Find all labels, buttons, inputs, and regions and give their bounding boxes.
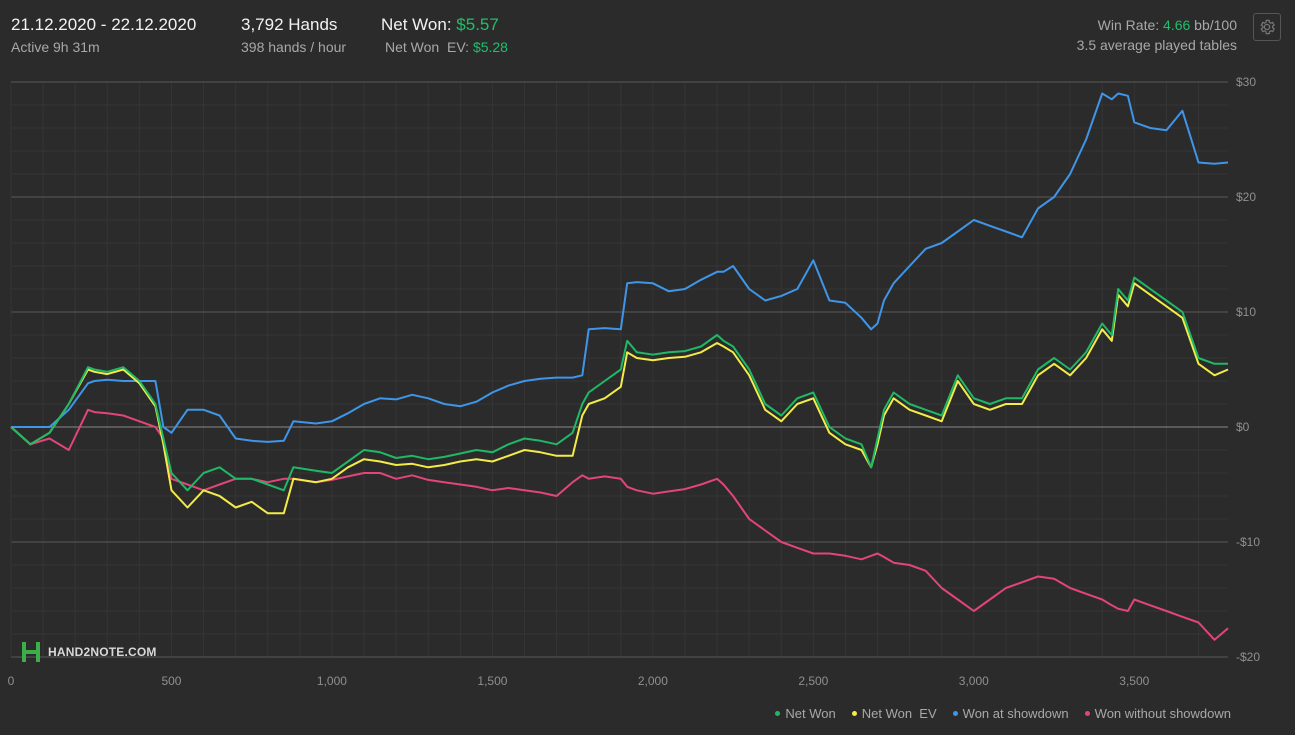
x-tick-label: 0	[8, 674, 15, 688]
legend-dot-icon	[851, 711, 857, 716]
win-rate: Win Rate: 4.66 bb/100	[1098, 17, 1237, 33]
x-tick-label: 2,500	[798, 674, 828, 688]
gear-icon	[1260, 19, 1275, 35]
legend-label: Net Won EV	[861, 706, 937, 721]
legend-label: Won without showdown	[1094, 706, 1231, 721]
grid	[10, 81, 1228, 658]
net-won: Net Won: $5.57	[381, 15, 499, 35]
x-tick-label: 500	[161, 674, 181, 688]
series-won-at-showdown	[11, 92, 1229, 443]
x-tick-label: 3,500	[1119, 674, 1149, 688]
legend-item-won-without-showdown[interactable]: Won without showdown	[1084, 706, 1231, 721]
win-rate-unit: bb/100	[1194, 17, 1237, 33]
date-range: 21.12.2020 - 22.12.2020	[11, 15, 197, 34]
watermark-logo: HAND2NOTE.COM	[20, 640, 157, 664]
legend-dot-icon	[775, 711, 781, 716]
net-won-label: Net Won:	[381, 15, 452, 34]
legend-label: Won at showdown	[962, 706, 1069, 721]
x-tick-label: 3,000	[959, 674, 989, 688]
series-lines	[10, 92, 1229, 641]
hand2note-logo-icon	[22, 642, 40, 662]
legend-dot-icon	[1084, 711, 1090, 716]
hands-rate: 398 hands / hour	[241, 39, 347, 55]
net-won-ev-value: $5.28	[472, 39, 508, 55]
settings-button[interactable]	[1253, 13, 1281, 41]
y-tick-label: -$10	[1236, 535, 1260, 549]
win-rate-label: Win Rate:	[1097, 17, 1160, 33]
net-won-value: $5.57	[456, 15, 499, 34]
legend-item-net-won-ev[interactable]: Net Won EV	[851, 706, 937, 721]
axis-labels: $30 $20 $10 $0 -$10 -$20 0 500 1,000 1,500 2,000 2,…	[8, 75, 1261, 688]
y-tick-label: -$20	[1236, 650, 1260, 664]
series-net-won	[10, 276, 1228, 492]
series-net-won-ev	[10, 282, 1229, 515]
legend-label: Net Won	[785, 706, 836, 721]
y-tick-label: $10	[1236, 305, 1256, 319]
y-tick-label: $20	[1236, 190, 1256, 204]
watermark-text: HAND2NOTE.COM	[48, 645, 157, 659]
x-tick-label: 1,000	[317, 674, 347, 688]
net-won-ev-label: Net Won EV:	[385, 39, 470, 55]
legend-item-net-won[interactable]: Net Won	[775, 706, 836, 721]
active-time: Active 9h 31m	[11, 39, 100, 55]
win-rate-value: 4.66	[1163, 17, 1191, 33]
avg-tables: 3.5 average played tables	[1076, 37, 1237, 53]
x-tick-label: 1,500	[477, 674, 507, 688]
net-won-ev: Net Won EV: $5.28	[385, 39, 508, 55]
y-tick-label: $0	[1236, 420, 1250, 434]
x-tick-label: 2,000	[638, 674, 668, 688]
series-won-without-showdown	[10, 408, 1229, 641]
legend-item-won-at-showdown[interactable]: Won at showdown	[952, 706, 1069, 721]
legend-dot-icon	[952, 711, 958, 716]
y-tick-label: $30	[1236, 75, 1256, 89]
legend: Net Won Net Won EV Won at showdown Won w…	[775, 706, 1231, 721]
hands-count: 3,792 Hands	[241, 15, 338, 34]
